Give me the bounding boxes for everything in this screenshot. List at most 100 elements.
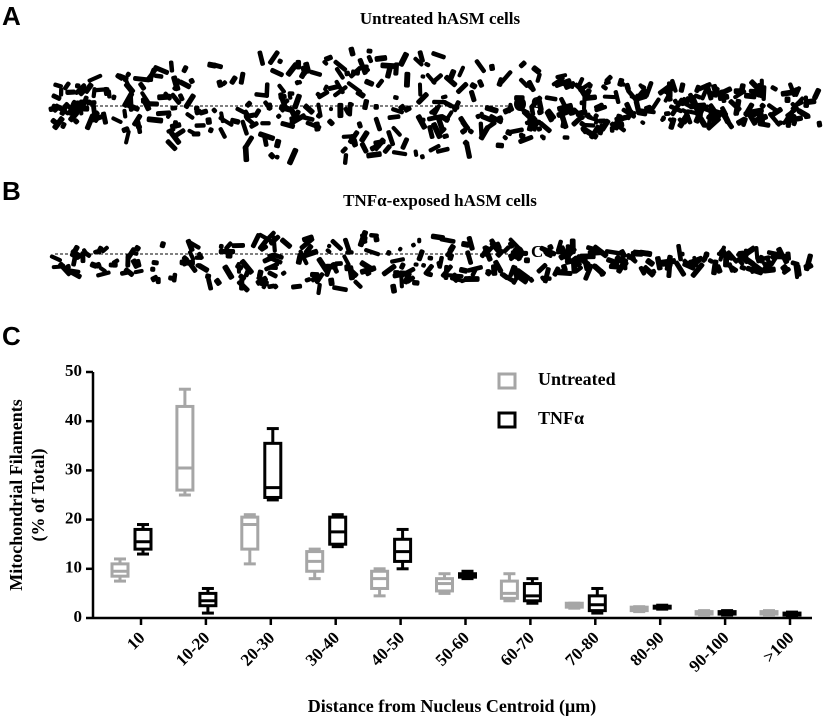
mitochondrion <box>447 273 464 279</box>
mitochondrion <box>630 253 636 258</box>
mitochondrion <box>483 242 497 257</box>
mitochondrion <box>185 238 195 253</box>
mitochondrion <box>419 154 425 160</box>
box <box>263 441 283 499</box>
mitochondrion <box>435 146 450 154</box>
x-tick-label: 50-60 <box>432 628 473 669</box>
mitochondrion <box>413 262 419 267</box>
mitochondrion <box>79 99 92 105</box>
mitochondrion <box>445 246 455 258</box>
mitochondrion <box>128 94 134 112</box>
mitochondrion <box>329 106 334 112</box>
mitochondrion <box>579 121 587 128</box>
mitochondrion <box>535 72 542 83</box>
mitochondrion <box>168 60 175 73</box>
mitochondrion <box>485 120 497 130</box>
mitochondrion <box>602 252 607 257</box>
mitochondrion <box>216 79 224 88</box>
mitochondrion <box>681 108 688 114</box>
mitochondrion <box>784 96 791 104</box>
mitochondrion <box>122 108 128 119</box>
mitochondrion <box>65 263 71 270</box>
mitochondrion <box>181 65 189 74</box>
mitochondrion <box>736 257 745 266</box>
mitochondrion <box>315 112 322 119</box>
mitochondrion <box>255 275 268 286</box>
mitochondrion <box>469 89 477 103</box>
mitochondrion <box>780 264 788 272</box>
mitochondrion <box>780 253 790 265</box>
mitochondrion <box>593 113 599 119</box>
mitochondrion <box>60 121 67 129</box>
mitochondrion <box>640 120 646 125</box>
mitochondrion <box>366 151 382 159</box>
mitochondrion <box>362 98 370 111</box>
mitochondrion <box>317 90 330 100</box>
mitochondrion <box>661 115 666 121</box>
mitochondrion <box>743 102 755 117</box>
y-tick-label: 40 <box>65 410 82 429</box>
mitochondrion <box>181 260 188 267</box>
panel-label: A <box>2 1 21 31</box>
mitochondrion <box>523 257 530 264</box>
mitochondrion <box>416 92 429 105</box>
mitochondrion <box>274 154 280 160</box>
mitochondrion <box>101 111 109 125</box>
mitochondrion <box>463 276 480 282</box>
mitochondrion <box>477 79 485 88</box>
mitochondrion <box>785 251 791 261</box>
mitochondrion <box>721 86 733 95</box>
mitochondrion <box>366 54 374 64</box>
mitochondrion <box>417 82 423 97</box>
mitochondrion <box>609 126 615 133</box>
mitochondrion <box>518 60 527 69</box>
mitochondrion <box>373 236 380 243</box>
mitochondrion <box>544 95 558 102</box>
mitochondrion <box>359 141 369 154</box>
mitochondrion <box>327 243 332 249</box>
mitochondrion <box>195 263 201 268</box>
mitochondrion <box>94 261 102 269</box>
mitochondrion <box>391 107 404 115</box>
mitochondrion <box>236 262 241 274</box>
mitochondrion <box>276 113 282 119</box>
mitochondrion <box>165 139 178 152</box>
mitochondrion <box>363 66 370 73</box>
y-axis-label: (% of Total) <box>28 448 49 541</box>
mitochondrion <box>125 71 131 78</box>
mitochondrion <box>423 263 434 276</box>
mitochondrion <box>644 81 654 98</box>
mitochondrion <box>250 233 261 249</box>
mitochondrion <box>690 262 705 278</box>
mitochondrion <box>386 130 396 147</box>
mitochondrion <box>323 54 333 62</box>
mitochondrion <box>301 234 314 243</box>
mitochondrion <box>645 258 655 267</box>
mitochondrion <box>340 146 348 154</box>
mitochondrion <box>750 90 758 97</box>
mitochondrion <box>146 116 164 124</box>
mitochondrion <box>364 248 381 257</box>
mitochondrion <box>538 121 552 134</box>
mitochondrion <box>150 266 156 272</box>
mitochondrion <box>323 84 329 92</box>
mitochondrion <box>760 262 770 274</box>
mitochondrion <box>266 102 273 111</box>
mitochondrion <box>348 268 359 278</box>
mitochondrion <box>390 257 405 264</box>
mitochondrion <box>579 100 585 106</box>
mitochondrion <box>502 245 511 254</box>
mitochondrion <box>559 96 567 108</box>
mitochondrion <box>644 104 652 111</box>
x-tick-label: 70-80 <box>561 628 602 669</box>
mitochondrion <box>421 263 426 268</box>
mitochondrion <box>151 260 159 266</box>
mitochondrion <box>80 251 86 264</box>
mitochondrion <box>594 119 599 125</box>
mitochondrion <box>333 59 348 72</box>
mitochondrion <box>432 99 447 105</box>
mitochondrion <box>602 94 619 100</box>
mitochondrion <box>359 130 370 143</box>
mitochondrion <box>265 230 276 241</box>
x-tick-label: >100 <box>759 628 797 666</box>
